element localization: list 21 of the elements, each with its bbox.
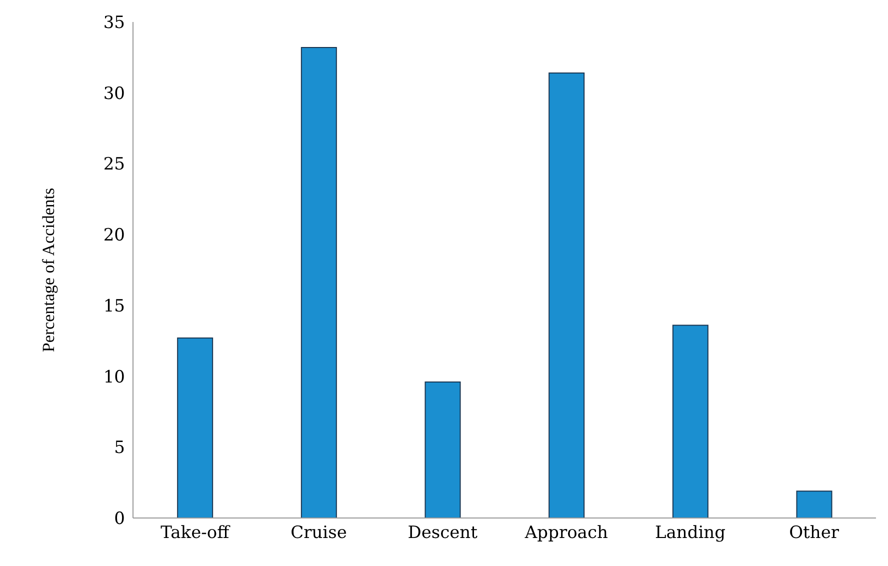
x-tick-label: Landing bbox=[654, 523, 726, 544]
y-tick-label: 30 bbox=[103, 84, 125, 104]
y-tick-label: 0 bbox=[114, 509, 125, 530]
y-tick-label: 15 bbox=[103, 296, 125, 316]
y-tick-label: 5 bbox=[114, 438, 125, 458]
bar bbox=[672, 324, 708, 518]
y-tick-label: 35 bbox=[103, 13, 125, 34]
y-tick-label: 10 bbox=[103, 367, 125, 388]
x-tick-label: Cruise bbox=[290, 523, 347, 544]
bar bbox=[548, 72, 585, 518]
x-tick-label: Take-off bbox=[160, 523, 232, 544]
x-tick-label: Approach bbox=[524, 523, 608, 544]
bar bbox=[796, 490, 832, 518]
x-tick-label: Descent bbox=[408, 523, 478, 544]
bar bbox=[424, 381, 461, 518]
y-tick-label: 20 bbox=[103, 226, 125, 246]
bar bbox=[300, 47, 337, 518]
x-tick-label: Other bbox=[789, 523, 840, 544]
y-tick-label: 25 bbox=[103, 154, 125, 175]
bar bbox=[177, 338, 214, 518]
y-axis-title: Percentage of Accidents bbox=[39, 188, 58, 352]
